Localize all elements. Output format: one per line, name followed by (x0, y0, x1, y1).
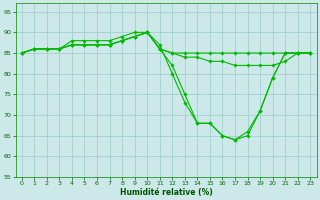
X-axis label: Humidité relative (%): Humidité relative (%) (120, 188, 212, 197)
